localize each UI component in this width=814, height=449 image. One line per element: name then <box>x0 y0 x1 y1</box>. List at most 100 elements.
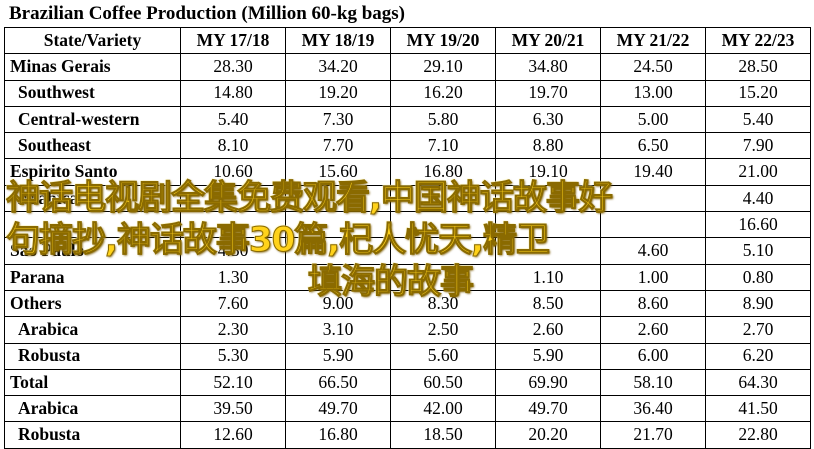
table-cell <box>390 184 496 213</box>
table-cell: 34.80 <box>495 53 601 81</box>
table-cell <box>285 237 391 265</box>
row-label: Arabica <box>4 395 181 423</box>
table-row: Southeast 8.10 7.70 7.10 8.80 6.50 7.90 <box>4 132 811 160</box>
table-cell: 6.20 <box>705 342 811 370</box>
table-cell: 29.10 <box>390 53 496 81</box>
table-row: Espirito Santo 10.60 15.60 16.80 19.10 19.40 2… <box>4 158 811 186</box>
table-cell: 5.30 <box>180 342 286 370</box>
header-row: State/Variety MY 17/18 MY 18/19 MY 19/20… <box>4 26 811 55</box>
table-cell <box>180 211 286 239</box>
table-cell: 2.70 <box>705 316 811 344</box>
table-cell <box>390 263 496 291</box>
table-cell: 16.80 <box>285 421 391 449</box>
table-cell: 13.00 <box>600 79 706 107</box>
table-cell: 41.50 <box>705 395 811 423</box>
table-cell <box>285 184 391 213</box>
table-cell: 5.40 <box>180 105 286 134</box>
table-cell: 34.20 <box>285 53 391 81</box>
table-row: Arabica 39.50 49.70 42.00 49.70 36.40 41.50 <box>4 395 811 423</box>
table-cell <box>495 237 601 265</box>
table-row: Parana 1.30 1.10 1.00 0.80 <box>4 263 811 291</box>
table-cell: 5.90 <box>285 342 391 370</box>
table-row: Minas Gerais 28.30 34.20 29.10 34.80 24.50 28.… <box>4 53 811 81</box>
table-cell: 28.50 <box>705 53 811 81</box>
table-cell: 6.30 <box>495 105 601 134</box>
table-cell <box>495 211 601 239</box>
table-cell: 15.60 <box>285 158 391 186</box>
table-cell <box>180 184 286 213</box>
table-cell <box>390 237 496 265</box>
table-cell: 1.30 <box>180 263 286 291</box>
table-cell: 9.00 <box>285 289 391 318</box>
table-cell: 5.40 <box>705 105 811 134</box>
table-cell: 69.90 <box>495 368 601 397</box>
table-cell <box>285 211 391 239</box>
table-row: Total 52.10 66.50 60.50 69.90 58.10 64.30 <box>4 368 811 397</box>
table-cell: 18.50 <box>390 421 496 449</box>
table-cell: 49.70 <box>285 395 391 423</box>
row-label: Total <box>4 368 181 397</box>
table-row: Others 7.60 9.00 8.30 8.50 8.60 8.90 <box>4 289 811 318</box>
column-header: MY 21/22 <box>600 26 706 55</box>
row-label: Others <box>4 289 181 318</box>
table-row: Arabica 4.40 <box>4 184 811 213</box>
table-cell: 8.80 <box>495 132 601 160</box>
column-header: MY 18/19 <box>285 26 391 55</box>
row-label: Espirito Santo <box>4 158 181 186</box>
table-cell: 19.10 <box>495 158 601 186</box>
table-cell: 2.60 <box>600 316 706 344</box>
table-cell: 36.40 <box>600 395 706 423</box>
table-cell: 19.40 <box>600 158 706 186</box>
row-label: Sao Paulo <box>4 237 181 265</box>
table-cell <box>390 211 496 239</box>
table-cell: 4.60 <box>600 237 706 265</box>
row-label: Minas Gerais <box>4 53 181 81</box>
table-cell: 7.10 <box>390 132 496 160</box>
table-row: Southwest 14.80 19.20 16.20 19.70 13.00 15.20 <box>4 79 811 107</box>
row-label <box>4 211 181 239</box>
table-row: Sao Paulo 4.30 4.60 5.10 <box>4 237 811 265</box>
table-cell: 5.90 <box>495 342 601 370</box>
row-label: Robusta <box>4 342 181 370</box>
table-cell: 8.60 <box>600 289 706 318</box>
table-row: 16.60 <box>4 211 811 239</box>
table-cell <box>495 184 601 213</box>
table-cell: 2.60 <box>495 316 601 344</box>
table-cell: 42.00 <box>390 395 496 423</box>
table-cell: 20.20 <box>495 421 601 449</box>
table-cell: 28.30 <box>180 53 286 81</box>
table-cell: 5.60 <box>390 342 496 370</box>
table-cell: 66.50 <box>285 368 391 397</box>
column-header: MY 17/18 <box>180 26 286 55</box>
table-cell <box>600 211 706 239</box>
coffee-production-table: State/Variety MY 17/18 MY 18/19 MY 19/20… <box>4 26 811 449</box>
table-cell: 7.90 <box>705 132 811 160</box>
table-cell: 1.10 <box>495 263 601 291</box>
table-cell: 5.10 <box>705 237 811 265</box>
table-cell: 39.50 <box>180 395 286 423</box>
row-label: Southeast <box>4 132 181 160</box>
column-header: State/Variety <box>4 26 181 55</box>
table-title: Brazilian Coffee Production (Million 60-… <box>9 3 405 24</box>
table-cell: 4.30 <box>180 237 286 265</box>
table-body: Minas Gerais 28.30 34.20 29.10 34.80 24.50 28.… <box>4 53 811 449</box>
table-row: Central-western 5.40 7.30 5.80 6.30 5.00 5.40 <box>4 105 811 134</box>
table-cell: 58.10 <box>600 368 706 397</box>
column-header: MY 19/20 <box>390 26 496 55</box>
table-cell: 24.50 <box>600 53 706 81</box>
table-cell: 19.20 <box>285 79 391 107</box>
table-cell: 8.10 <box>180 132 286 160</box>
table-cell: 6.00 <box>600 342 706 370</box>
row-label: Arabica <box>4 316 181 344</box>
table-row: Robusta 5.30 5.90 5.60 5.90 6.00 6.20 <box>4 342 811 370</box>
table-cell: 15.20 <box>705 79 811 107</box>
table-cell: 19.70 <box>495 79 601 107</box>
table-cell: 7.60 <box>180 289 286 318</box>
row-label: Parana <box>4 263 181 291</box>
table-row: Robusta 12.60 16.80 18.50 20.20 21.70 22.80 <box>4 421 811 449</box>
row-label: Arabica <box>4 184 181 213</box>
column-header: MY 20/21 <box>495 26 601 55</box>
table-cell: 49.70 <box>495 395 601 423</box>
table-cell: 7.70 <box>285 132 391 160</box>
table-cell: 8.90 <box>705 289 811 318</box>
